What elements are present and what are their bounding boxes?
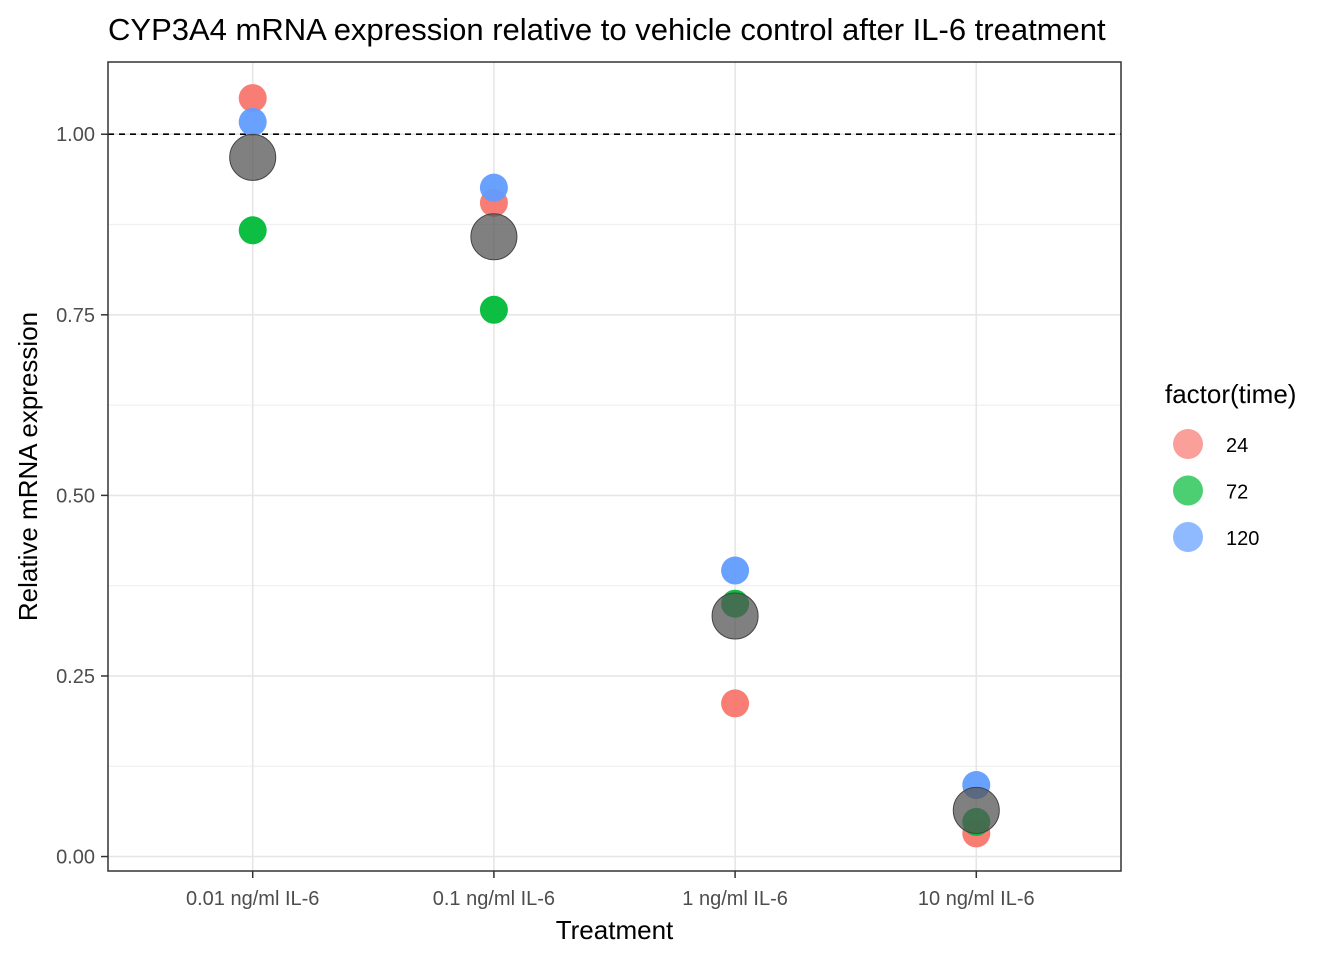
legend: factor(time) 24 72 120: [1165, 379, 1296, 552]
y-tick-label: 0.75: [56, 305, 95, 327]
y-tick-label: 1.00: [56, 124, 95, 146]
mean-point: [229, 133, 277, 181]
data-point-24: [721, 689, 750, 718]
x-tick-label: 10 ng/ml IL-6: [918, 888, 1035, 910]
chart-title: CYP3A4 mRNA expression relative to vehic…: [108, 12, 1106, 47]
data-point-120: [479, 173, 508, 202]
legend-key-72: [1173, 475, 1203, 506]
mean-points: [229, 133, 1000, 834]
y-axis-title: Relative mRNA expression: [13, 312, 43, 621]
legend-label-120: 120: [1226, 528, 1259, 550]
y-tick-label: 0.50: [56, 485, 95, 507]
legend-label-24: 24: [1226, 435, 1248, 457]
x-tick-label: 0.01 ng/ml IL-6: [186, 888, 319, 910]
y-tick-label: 0.00: [56, 847, 95, 869]
data-point-120: [238, 107, 267, 136]
legend-label-72: 72: [1226, 482, 1248, 504]
legend-key-120: [1173, 522, 1203, 552]
data-point-24: [238, 84, 267, 113]
data-point-120: [721, 556, 750, 585]
x-tick-label: 1 ng/ml IL-6: [682, 888, 788, 910]
legend-key-24: [1173, 429, 1203, 459]
legend-title: factor(time): [1165, 379, 1296, 409]
axis-ticks: 0.00 0.25 0.50 0.75 1.00 0.01 ng/ml IL-6 0.1 n…: [56, 124, 1035, 910]
data-point-72: [238, 216, 267, 245]
x-tick-label: 0.1 ng/ml IL-6: [433, 888, 555, 910]
panel-border: [107, 61, 1122, 872]
x-axis-title: Treatment: [556, 915, 674, 945]
grid-lines: [108, 62, 1121, 871]
y-tick-label: 0.25: [56, 666, 95, 688]
data-point-72: [479, 295, 508, 324]
mean-point: [711, 592, 759, 640]
data-points: [238, 84, 991, 848]
mean-point: [952, 786, 1000, 834]
mean-point: [470, 213, 518, 261]
